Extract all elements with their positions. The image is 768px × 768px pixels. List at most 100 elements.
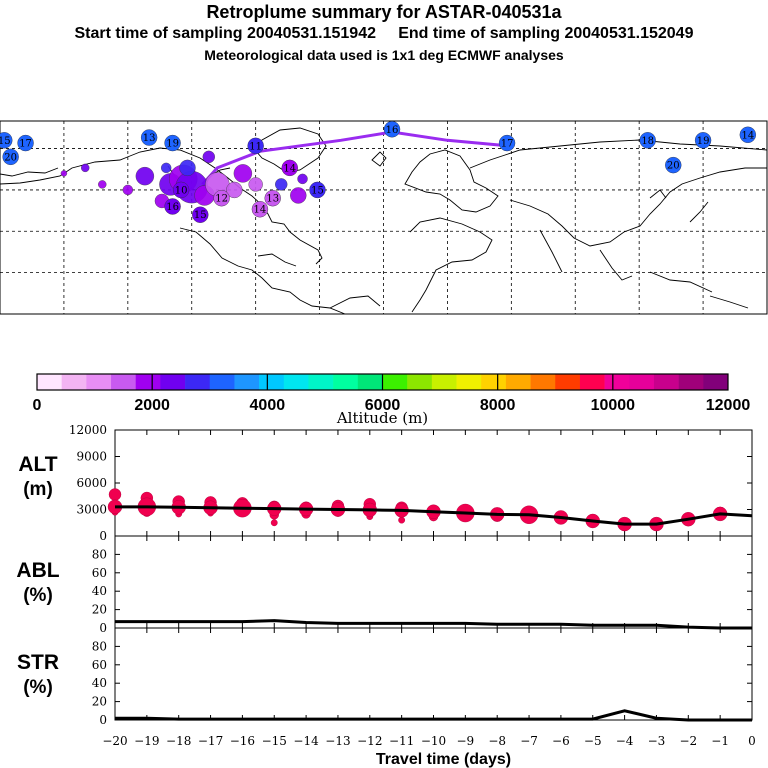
plume-point-marker [213, 189, 230, 207]
plume-point-marker [2, 148, 19, 166]
plume-point: 19 [694, 132, 712, 149]
plume-cluster-marker [179, 159, 196, 177]
colorbar-segment [407, 374, 433, 390]
plume-point-label: 15 [311, 185, 324, 196]
plume-point-label: 19 [166, 139, 179, 150]
x-tick-label: −20 [102, 734, 127, 748]
plume-point: 17 [498, 134, 516, 152]
plume-cluster-marker [290, 187, 307, 204]
y-tick-label: 20 [92, 603, 107, 617]
colorbar-segment [629, 374, 655, 390]
y-tick-label: 6000 [76, 476, 107, 490]
y-tick-label: 40 [92, 584, 107, 598]
coastline [599, 249, 633, 281]
plume-point-label: 14 [741, 130, 754, 141]
colorbar-segment [283, 374, 309, 390]
plume-point-marker [264, 189, 281, 207]
plume-point: 14 [281, 159, 298, 177]
colorbar-segment [333, 374, 359, 390]
series-line [115, 619, 752, 630]
plume-cluster-marker [98, 180, 107, 189]
plume-point-label: 17 [19, 139, 32, 150]
x-tick-label: −11 [389, 734, 414, 748]
series-line [115, 709, 752, 722]
plume-point: 14 [251, 201, 269, 218]
altitude-colorbar: 0 2000 4000 6000 8000 10000 12000 Altitude (m) [33, 373, 750, 427]
altitude-cluster-point [108, 488, 122, 501]
y-tick-label: 12000 [69, 423, 107, 437]
coastline [709, 295, 749, 309]
coastline [689, 201, 709, 223]
colorbar-segment [431, 374, 457, 390]
colorbar-segment [382, 374, 408, 390]
x-tick-label: −12 [357, 734, 382, 748]
plume-point-label: 12 [215, 194, 228, 205]
colorbar-segment [579, 374, 605, 390]
plume-point-label: 18 [641, 136, 654, 147]
plume-point-marker [498, 134, 516, 152]
y-axis-label: ABL [16, 559, 59, 582]
coastline [649, 189, 667, 199]
plume-point: 10 [172, 181, 190, 199]
coastline [371, 151, 387, 167]
plume-point: 17 [17, 134, 34, 152]
y-axis-unit: (%) [23, 585, 53, 606]
plume-point-marker [694, 132, 712, 149]
y-tick-label: 9000 [76, 450, 107, 464]
plume-point-label: 13 [266, 194, 279, 205]
chart-title: Retroplume summary for ASTAR-040531a [206, 2, 562, 22]
colorbar-segment [135, 374, 161, 390]
plume-point-label: 15 [0, 136, 11, 147]
meteorological-data-note: Meteorological data used is 1x1 deg ECMW… [204, 47, 564, 63]
y-tick-label: 40 [92, 676, 107, 690]
plume-cluster-marker [297, 173, 308, 185]
plume-point-label: 19 [697, 136, 710, 147]
colorbar-segment [530, 374, 556, 390]
plume-point: 19 [164, 134, 181, 152]
plume-point: 20 [2, 148, 19, 166]
y-tick-label: 20 [92, 695, 107, 709]
colorbar-segment [185, 374, 211, 390]
plume-point-label: 15 [194, 210, 207, 221]
plume-point-marker [172, 181, 190, 199]
time-series-panels: 030006000900012000ALT(m)020406080ABL(%)0… [16, 423, 755, 768]
x-tick-label: −2 [679, 734, 697, 748]
x-tick-label: −7 [520, 734, 538, 748]
plume-point-label: 20 [667, 161, 680, 172]
coastline [409, 217, 493, 313]
x-tick-label: −3 [648, 734, 666, 748]
coastline [404, 149, 499, 213]
plume-point-marker [192, 206, 209, 223]
plume-point-label: 14 [254, 205, 267, 216]
plume-point: 13 [264, 189, 281, 207]
coastline [254, 127, 327, 173]
plume-point-label: 20 [4, 152, 17, 163]
coastline [257, 253, 297, 267]
plume-cluster-marker [160, 162, 172, 174]
sampling-times: Start time of sampling 20040531.151942 E… [74, 25, 694, 42]
x-tick-label: −15 [262, 734, 287, 748]
colorbar-segment [357, 374, 383, 390]
y-axis-label: STR [17, 651, 59, 674]
y-tick-label: 80 [92, 547, 107, 561]
colorbar-segment [160, 374, 186, 390]
plume-point: 14 [739, 126, 757, 143]
altitude-cluster-point [270, 519, 278, 527]
colorbar-tick-label: 2000 [134, 397, 170, 414]
y-tick-label: 3000 [76, 503, 107, 517]
y-axis-unit: (%) [23, 677, 53, 698]
x-tick-label: −18 [166, 734, 191, 748]
colorbar-segment [703, 374, 729, 390]
y-tick-label: 0 [99, 621, 107, 635]
colorbar-tick-label: 4000 [250, 397, 286, 414]
plume-point-marker [309, 181, 326, 199]
plume-point-label: 14 [283, 163, 296, 174]
x-tick-label: −8 [488, 734, 506, 748]
colorbar-segment [481, 374, 507, 390]
y-tick-label: 0 [99, 713, 107, 727]
x-tick-label: −4 [616, 734, 634, 748]
coastline [179, 227, 346, 315]
colorbar-axis-label: Altitude (m) [336, 409, 428, 427]
colorbar-segment [86, 374, 112, 390]
